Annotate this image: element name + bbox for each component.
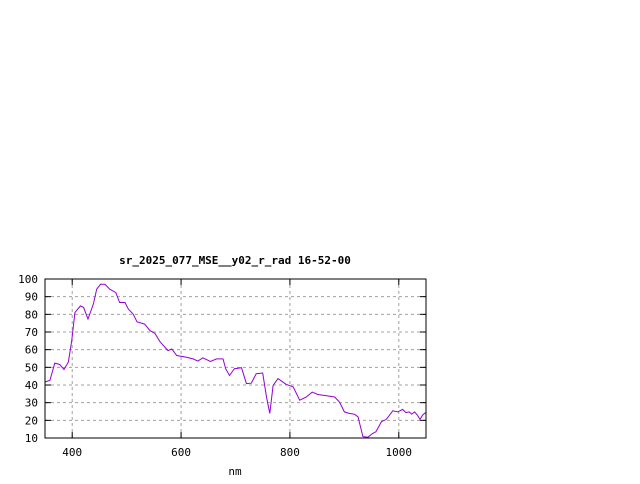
y-tick-label: 10 (25, 432, 38, 445)
y-tick-label: 60 (25, 344, 38, 357)
grid (45, 279, 426, 438)
x-tick-label: 600 (171, 446, 191, 459)
y-tick-label: 20 (25, 414, 38, 427)
x-axis: 400 600 800 1000 (62, 279, 412, 459)
x-tick-label: 1000 (386, 446, 413, 459)
y-tick-label: 50 (25, 361, 38, 374)
x-tick-label: 800 (280, 446, 300, 459)
series-line (44, 283, 426, 438)
y-tick-label: 40 (25, 379, 38, 392)
plot-frame (44, 278, 427, 439)
y-tick-label: 30 (25, 397, 38, 410)
y-tick-label: 100 (18, 273, 38, 286)
y-tick-label: 90 (25, 291, 38, 304)
x-axis-label: nm (228, 465, 242, 478)
y-tick-label: 80 (25, 308, 38, 321)
y-axis: 10 20 30 40 50 60 70 80 90 100 (18, 273, 426, 445)
x-tick-label: 400 (62, 446, 82, 459)
chart-title: sr_2025_077_MSE__y02_r_rad 16-52-00 (119, 254, 351, 267)
y-tick-label: 70 (25, 326, 38, 339)
